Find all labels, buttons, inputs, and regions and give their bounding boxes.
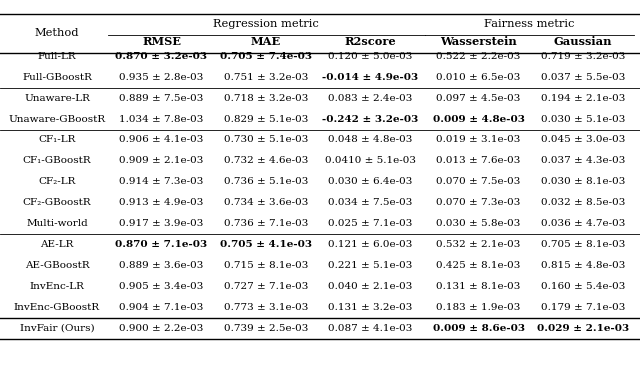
Text: 0.904 ± 7.1e-03: 0.904 ± 7.1e-03 bbox=[119, 303, 204, 312]
Text: 0.048 ± 4.8e-03: 0.048 ± 4.8e-03 bbox=[328, 135, 413, 145]
Text: 0.221 ± 5.1e-03: 0.221 ± 5.1e-03 bbox=[328, 261, 413, 270]
Text: 0.025 ± 7.1e-03: 0.025 ± 7.1e-03 bbox=[328, 219, 413, 228]
Text: Fairness metric: Fairness metric bbox=[484, 19, 574, 29]
Text: -0.242 ± 3.2e-03: -0.242 ± 3.2e-03 bbox=[323, 115, 419, 124]
Text: Wasserstein: Wasserstein bbox=[440, 36, 517, 47]
Text: R2score: R2score bbox=[345, 36, 396, 47]
Text: 0.0410 ± 5.1e-03: 0.0410 ± 5.1e-03 bbox=[325, 156, 416, 165]
Text: 0.131 ± 3.2e-03: 0.131 ± 3.2e-03 bbox=[328, 303, 413, 312]
Text: 0.522 ± 2.2e-03: 0.522 ± 2.2e-03 bbox=[436, 52, 521, 61]
Text: 0.751 ± 3.2e-03: 0.751 ± 3.2e-03 bbox=[224, 73, 308, 82]
Text: 0.719 ± 3.2e-03: 0.719 ± 3.2e-03 bbox=[541, 52, 625, 61]
Text: 0.131 ± 8.1e-03: 0.131 ± 8.1e-03 bbox=[436, 282, 521, 291]
Text: 0.730 ± 5.1e-03: 0.730 ± 5.1e-03 bbox=[224, 135, 308, 145]
Text: Unaware-GBoostR: Unaware-GBoostR bbox=[8, 115, 106, 124]
Text: 0.070 ± 7.3e-03: 0.070 ± 7.3e-03 bbox=[436, 198, 521, 207]
Text: 0.705 ± 8.1e-03: 0.705 ± 8.1e-03 bbox=[541, 240, 625, 249]
Text: 0.906 ± 4.1e-03: 0.906 ± 4.1e-03 bbox=[119, 135, 204, 145]
Text: 0.889 ± 3.6e-03: 0.889 ± 3.6e-03 bbox=[119, 261, 204, 270]
Text: 0.715 ± 8.1e-03: 0.715 ± 8.1e-03 bbox=[224, 261, 308, 270]
Text: 0.120 ± 5.0e-03: 0.120 ± 5.0e-03 bbox=[328, 52, 413, 61]
Text: Regression metric: Regression metric bbox=[213, 19, 319, 29]
Text: 0.773 ± 3.1e-03: 0.773 ± 3.1e-03 bbox=[224, 303, 308, 312]
Text: -0.014 ± 4.9e-03: -0.014 ± 4.9e-03 bbox=[323, 73, 419, 82]
Text: 0.010 ± 6.5e-03: 0.010 ± 6.5e-03 bbox=[436, 73, 521, 82]
Text: 0.870 ± 3.2e-03: 0.870 ± 3.2e-03 bbox=[115, 52, 207, 61]
Text: AE-LR: AE-LR bbox=[40, 240, 74, 249]
Text: 0.009 ± 4.8e-03: 0.009 ± 4.8e-03 bbox=[433, 115, 524, 124]
Text: 0.739 ± 2.5e-03: 0.739 ± 2.5e-03 bbox=[224, 324, 308, 333]
Text: CF₁-LR: CF₁-LR bbox=[38, 135, 76, 145]
Text: MAE: MAE bbox=[251, 36, 281, 47]
Text: CF₂-GBoostR: CF₂-GBoostR bbox=[22, 198, 92, 207]
Text: 0.718 ± 3.2e-03: 0.718 ± 3.2e-03 bbox=[224, 93, 308, 103]
Text: 0.183 ± 1.9e-03: 0.183 ± 1.9e-03 bbox=[436, 303, 521, 312]
Text: 0.425 ± 8.1e-03: 0.425 ± 8.1e-03 bbox=[436, 261, 521, 270]
Text: 0.736 ± 7.1e-03: 0.736 ± 7.1e-03 bbox=[224, 219, 308, 228]
Text: Full-GBoostR: Full-GBoostR bbox=[22, 73, 92, 82]
Text: 0.019 ± 3.1e-03: 0.019 ± 3.1e-03 bbox=[436, 135, 521, 145]
Text: 0.705 ± 4.1e-03: 0.705 ± 4.1e-03 bbox=[220, 240, 312, 249]
Text: 0.194 ± 2.1e-03: 0.194 ± 2.1e-03 bbox=[541, 93, 625, 103]
Text: 0.032 ± 8.5e-03: 0.032 ± 8.5e-03 bbox=[541, 198, 625, 207]
Text: 0.030 ± 5.1e-03: 0.030 ± 5.1e-03 bbox=[541, 115, 625, 124]
Text: 0.040 ± 2.1e-03: 0.040 ± 2.1e-03 bbox=[328, 282, 413, 291]
Text: 0.935 ± 2.8e-03: 0.935 ± 2.8e-03 bbox=[119, 73, 204, 82]
Text: CF₂-LR: CF₂-LR bbox=[38, 177, 76, 187]
Text: 0.179 ± 7.1e-03: 0.179 ± 7.1e-03 bbox=[541, 303, 625, 312]
Text: InvEnc-LR: InvEnc-LR bbox=[29, 282, 84, 291]
Text: 0.037 ± 4.3e-03: 0.037 ± 4.3e-03 bbox=[541, 156, 625, 165]
Text: 0.914 ± 7.3e-03: 0.914 ± 7.3e-03 bbox=[119, 177, 204, 187]
Text: 0.917 ± 3.9e-03: 0.917 ± 3.9e-03 bbox=[119, 219, 204, 228]
Text: Gaussian: Gaussian bbox=[554, 36, 612, 47]
Text: 0.097 ± 4.5e-03: 0.097 ± 4.5e-03 bbox=[436, 93, 521, 103]
Text: Method: Method bbox=[35, 28, 79, 38]
Text: 0.815 ± 4.8e-03: 0.815 ± 4.8e-03 bbox=[541, 261, 625, 270]
Text: 0.121 ± 6.0e-03: 0.121 ± 6.0e-03 bbox=[328, 240, 413, 249]
Text: Unaware-LR: Unaware-LR bbox=[24, 93, 90, 103]
Text: 0.013 ± 7.6e-03: 0.013 ± 7.6e-03 bbox=[436, 156, 521, 165]
Text: Full-LR: Full-LR bbox=[38, 52, 76, 61]
Text: 0.905 ± 3.4e-03: 0.905 ± 3.4e-03 bbox=[119, 282, 204, 291]
Text: 0.160 ± 5.4e-03: 0.160 ± 5.4e-03 bbox=[541, 282, 625, 291]
Text: 0.009 ± 8.6e-03: 0.009 ± 8.6e-03 bbox=[433, 324, 525, 333]
Text: 0.732 ± 4.6e-03: 0.732 ± 4.6e-03 bbox=[224, 156, 308, 165]
Text: 0.070 ± 7.5e-03: 0.070 ± 7.5e-03 bbox=[436, 177, 521, 187]
Text: 0.705 ± 7.4e-03: 0.705 ± 7.4e-03 bbox=[220, 52, 312, 61]
Text: 0.030 ± 6.4e-03: 0.030 ± 6.4e-03 bbox=[328, 177, 413, 187]
Text: InvFair (Ours): InvFair (Ours) bbox=[20, 324, 94, 333]
Text: 0.909 ± 2.1e-03: 0.909 ± 2.1e-03 bbox=[119, 156, 204, 165]
Text: 0.029 ± 2.1e-03: 0.029 ± 2.1e-03 bbox=[537, 324, 629, 333]
Text: 0.030 ± 8.1e-03: 0.030 ± 8.1e-03 bbox=[541, 177, 625, 187]
Text: 0.734 ± 3.6e-03: 0.734 ± 3.6e-03 bbox=[224, 198, 308, 207]
Text: 0.030 ± 5.8e-03: 0.030 ± 5.8e-03 bbox=[436, 219, 521, 228]
Text: InvEnc-GBoostR: InvEnc-GBoostR bbox=[14, 303, 100, 312]
Text: 0.889 ± 7.5e-03: 0.889 ± 7.5e-03 bbox=[119, 93, 204, 103]
Text: AE-GBoostR: AE-GBoostR bbox=[25, 261, 89, 270]
Text: 0.036 ± 4.7e-03: 0.036 ± 4.7e-03 bbox=[541, 219, 625, 228]
Text: RMSE: RMSE bbox=[142, 36, 181, 47]
Text: Multi-world: Multi-world bbox=[26, 219, 88, 228]
Text: 1.034 ± 7.8e-03: 1.034 ± 7.8e-03 bbox=[119, 115, 204, 124]
Text: 0.083 ± 2.4e-03: 0.083 ± 2.4e-03 bbox=[328, 93, 413, 103]
Text: 0.736 ± 5.1e-03: 0.736 ± 5.1e-03 bbox=[224, 177, 308, 187]
Text: 0.037 ± 5.5e-03: 0.037 ± 5.5e-03 bbox=[541, 73, 625, 82]
Text: 0.913 ± 4.9e-03: 0.913 ± 4.9e-03 bbox=[119, 198, 204, 207]
Text: 0.034 ± 7.5e-03: 0.034 ± 7.5e-03 bbox=[328, 198, 413, 207]
Text: 0.870 ± 7.1e-03: 0.870 ± 7.1e-03 bbox=[115, 240, 207, 249]
Text: 0.900 ± 2.2e-03: 0.900 ± 2.2e-03 bbox=[119, 324, 204, 333]
Text: CF₁-GBoostR: CF₁-GBoostR bbox=[22, 156, 92, 165]
Text: 0.087 ± 4.1e-03: 0.087 ± 4.1e-03 bbox=[328, 324, 413, 333]
Text: 0.829 ± 5.1e-03: 0.829 ± 5.1e-03 bbox=[224, 115, 308, 124]
Text: 0.045 ± 3.0e-03: 0.045 ± 3.0e-03 bbox=[541, 135, 625, 145]
Text: 0.727 ± 7.1e-03: 0.727 ± 7.1e-03 bbox=[224, 282, 308, 291]
Text: 0.532 ± 2.1e-03: 0.532 ± 2.1e-03 bbox=[436, 240, 521, 249]
